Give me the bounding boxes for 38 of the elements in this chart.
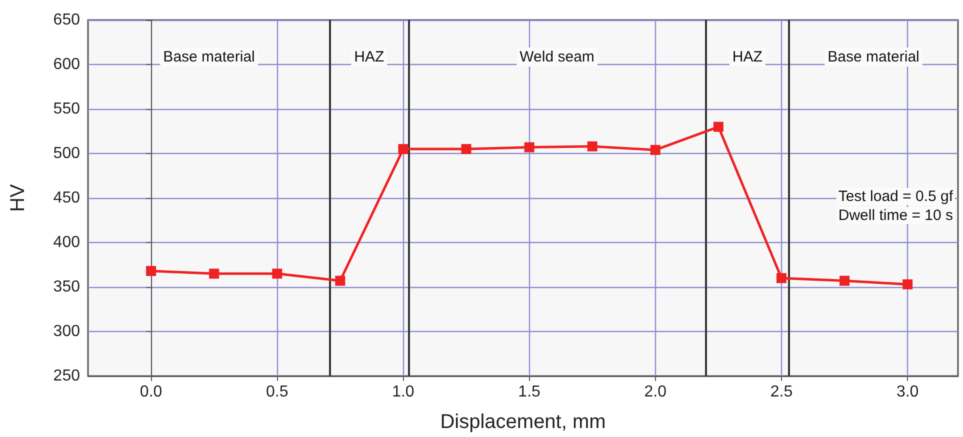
y-tick-label: 350 <box>53 278 80 296</box>
annotation: Test load = 0.5 gf <box>838 188 954 205</box>
point <box>587 141 598 152</box>
y-tick-label: 400 <box>53 234 80 251</box>
point <box>335 276 346 286</box>
y-tick-label: 650 <box>53 12 80 28</box>
x-tick-label: 1.0 <box>392 384 414 400</box>
x-tick-label: 1.5 <box>518 384 541 400</box>
point <box>461 144 472 154</box>
point <box>146 266 156 276</box>
x-tick-label: 3.0 <box>896 384 919 400</box>
point <box>902 279 913 290</box>
point <box>713 122 724 132</box>
annotation: Weld seam <box>520 48 594 66</box>
point <box>776 273 786 284</box>
x-tick-label: 0.0 <box>140 384 162 400</box>
x-tick-label: 2.0 <box>644 384 667 400</box>
annotation: Base material <box>828 48 920 66</box>
point <box>650 144 660 155</box>
point <box>209 268 220 279</box>
annotation: HAZ <box>732 48 762 66</box>
y-tick-label: 550 <box>53 100 80 118</box>
annotation: HAZ <box>354 48 384 66</box>
y-tick-label: 300 <box>53 323 80 340</box>
point <box>840 276 850 286</box>
y-tick-label: 450 <box>53 190 80 206</box>
y-axis-title: HV <box>7 183 29 212</box>
x-axis-title: Displacement, mm <box>440 411 606 433</box>
point <box>524 142 534 152</box>
y-tick-label: 600 <box>53 56 80 73</box>
x-tick-label: 2.5 <box>770 384 793 400</box>
x-tick-label: 0.5 <box>266 384 288 400</box>
y-tick-label: 250 <box>53 368 80 384</box>
y-tick-label: 500 <box>53 145 80 162</box>
annotation: Base material <box>163 48 255 66</box>
point <box>272 268 282 279</box>
annotation: Dwell time = 10 s <box>838 207 953 224</box>
point <box>398 144 408 154</box>
